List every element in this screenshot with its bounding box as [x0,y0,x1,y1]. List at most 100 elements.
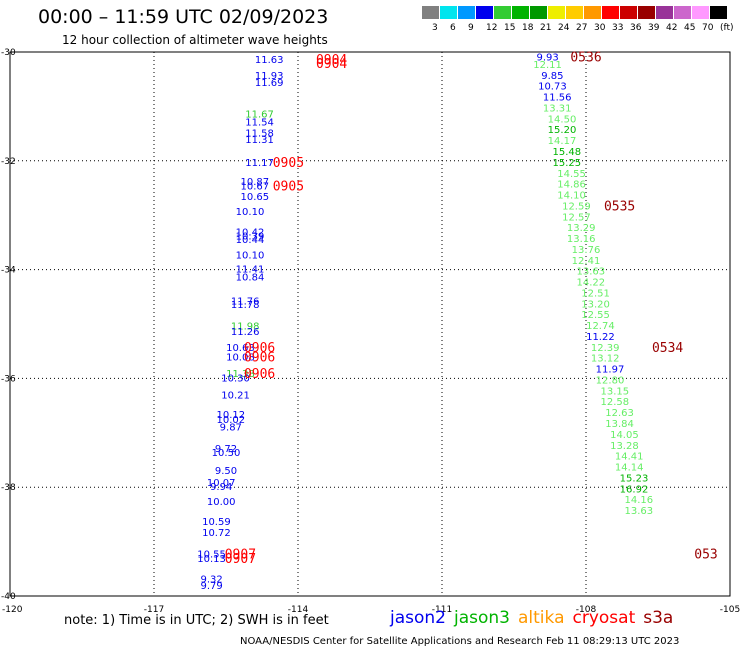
wave-height-label: 10.08 [226,353,255,364]
wave-height-label: 10.59 [202,517,231,528]
wave-height-label: 11.17 [245,158,274,169]
wave-height-label: 10.12 [216,410,245,421]
wave-height-label: 12.74 [586,321,615,332]
colorbar-swatch [674,6,691,19]
wave-height-label: 13.28 [610,441,639,452]
x-tick-label: -114 [288,605,309,615]
wave-height-label: 11.26 [231,327,260,338]
colorbar-label: 6 [450,23,456,33]
colorbar-label: 45 [684,23,696,33]
colorbar-label: 15 [504,23,516,33]
wave-height-label: 10.55 [197,550,226,561]
colorbar-label: (ft) [720,23,734,33]
wave-height-label: 13.20 [581,299,610,310]
wave-height-label: 13.12 [591,354,620,365]
pass-time-label: 053 [694,548,717,563]
colorbar-swatch [494,6,511,19]
wave-height-label: 13.76 [572,245,601,256]
wave-height-label: 10.65 [240,192,269,203]
wave-height-label: 9.85 [541,71,563,82]
wave-height-label: 13.29 [567,223,596,234]
colorbar-swatch [620,6,637,19]
y-tick-label: -40 [1,592,16,602]
wave-height-label: 14.16 [624,495,653,506]
colorbar-swatch [476,6,493,19]
pass-time-label: 0904 [316,53,347,68]
wave-height-label: 11.54 [245,118,274,129]
wave-height-label: 10.42 [236,228,265,239]
colorbar-swatch [512,6,529,19]
wave-height-label: 16.92 [620,484,649,495]
wave-height-label: 12.11 [533,60,562,71]
chart-subtitle: 12 hour collection of altimeter wave hei… [62,33,328,47]
y-tick-label: -38 [1,483,16,493]
plot-frame [9,51,731,597]
colorbar-swatch [638,6,655,19]
y-tick-label: -36 [1,374,16,384]
chart-title: 00:00 – 11:59 UTC 02/09/2023 [38,6,329,28]
wave-height-label: 12.41 [572,256,601,267]
colorbar-label: 9 [468,23,474,33]
pass-time-label: 0907 [225,548,256,563]
colorbar-label: 36 [630,23,642,33]
colorbar-label: 30 [594,23,606,33]
colorbar-swatch [656,6,673,19]
wave-height-label: 10.30 [221,373,250,384]
colorbar-label: 18 [522,23,534,33]
wave-height-label: 10.39 [236,231,265,242]
legend-entry-s3a: s3a [643,608,674,628]
wave-height-label: 11.41 [236,265,265,276]
wave-height-label: 11.31 [245,135,274,146]
colorbar-swatch [602,6,619,19]
wave-height-label: 11.58 [245,129,274,140]
wave-height-label: 14.55 [557,169,586,180]
colorbar-label: 39 [648,23,660,33]
wave-height-label: 11.22 [586,332,615,343]
wave-height-label: 10.87 [240,177,269,188]
colorbar-label: 70 [702,23,714,33]
wave-height-label: 9.94 [210,482,232,493]
wave-height-label: 10.73 [538,82,567,93]
wave-height-label: 10.00 [207,497,236,508]
colorbar-swatch [422,6,439,19]
wave-height-label: 14.05 [610,430,639,441]
pass-time-label: 0906 [244,351,275,366]
colorbar-label: 3 [432,23,438,33]
wave-height-label: 11.67 [245,109,274,120]
wave-height-label: 15.23 [620,473,649,484]
wave-height-label: 10.67 [240,181,269,192]
legend-entry-altika: altika [518,608,565,628]
pass-time-label: 0535 [604,199,635,214]
colorbar-label: 12 [486,23,498,33]
x-tick-label: -111 [432,605,452,615]
wave-height-label: 10.13 [197,554,226,565]
x-tick-label: -117 [144,605,164,615]
wave-height-label: 14.14 [615,463,644,474]
wave-height-label: 10.02 [216,415,245,426]
pass-time-label: 0905 [273,156,304,171]
wave-height-label: 11.76 [231,297,260,308]
wave-height-label: 12.51 [581,288,610,299]
wave-height-label: 9.50 [215,466,237,477]
pass-time-label: 0536 [570,50,601,65]
wave-height-label: 14.10 [557,191,586,202]
colorbar-label: 27 [576,23,588,33]
colorbar-label: 21 [540,23,552,33]
wave-height-label: 13.63 [624,506,653,517]
colorbar-swatch [692,6,709,19]
wave-height-label: 11.93 [255,71,284,82]
wave-height-label: 9.93 [536,52,558,63]
wave-height-label: 15.48 [552,147,581,158]
colorbar-swatch [530,6,547,19]
wave-height-label: 9.72 [215,444,237,455]
wave-height-label: 9.87 [220,422,242,433]
colorbar-swatch [458,6,475,19]
y-tick-label: -32 [1,157,16,167]
wave-height-label: 14.86 [557,180,586,191]
pass-time-label: 0904 [316,57,347,72]
wave-height-label: 11.78 [231,300,260,311]
legend-note: note: 1) Time is in UTC; 2) SWH is in fe… [64,613,329,628]
wave-height-label: 13.84 [605,419,634,430]
colorbar-swatch [548,6,565,19]
